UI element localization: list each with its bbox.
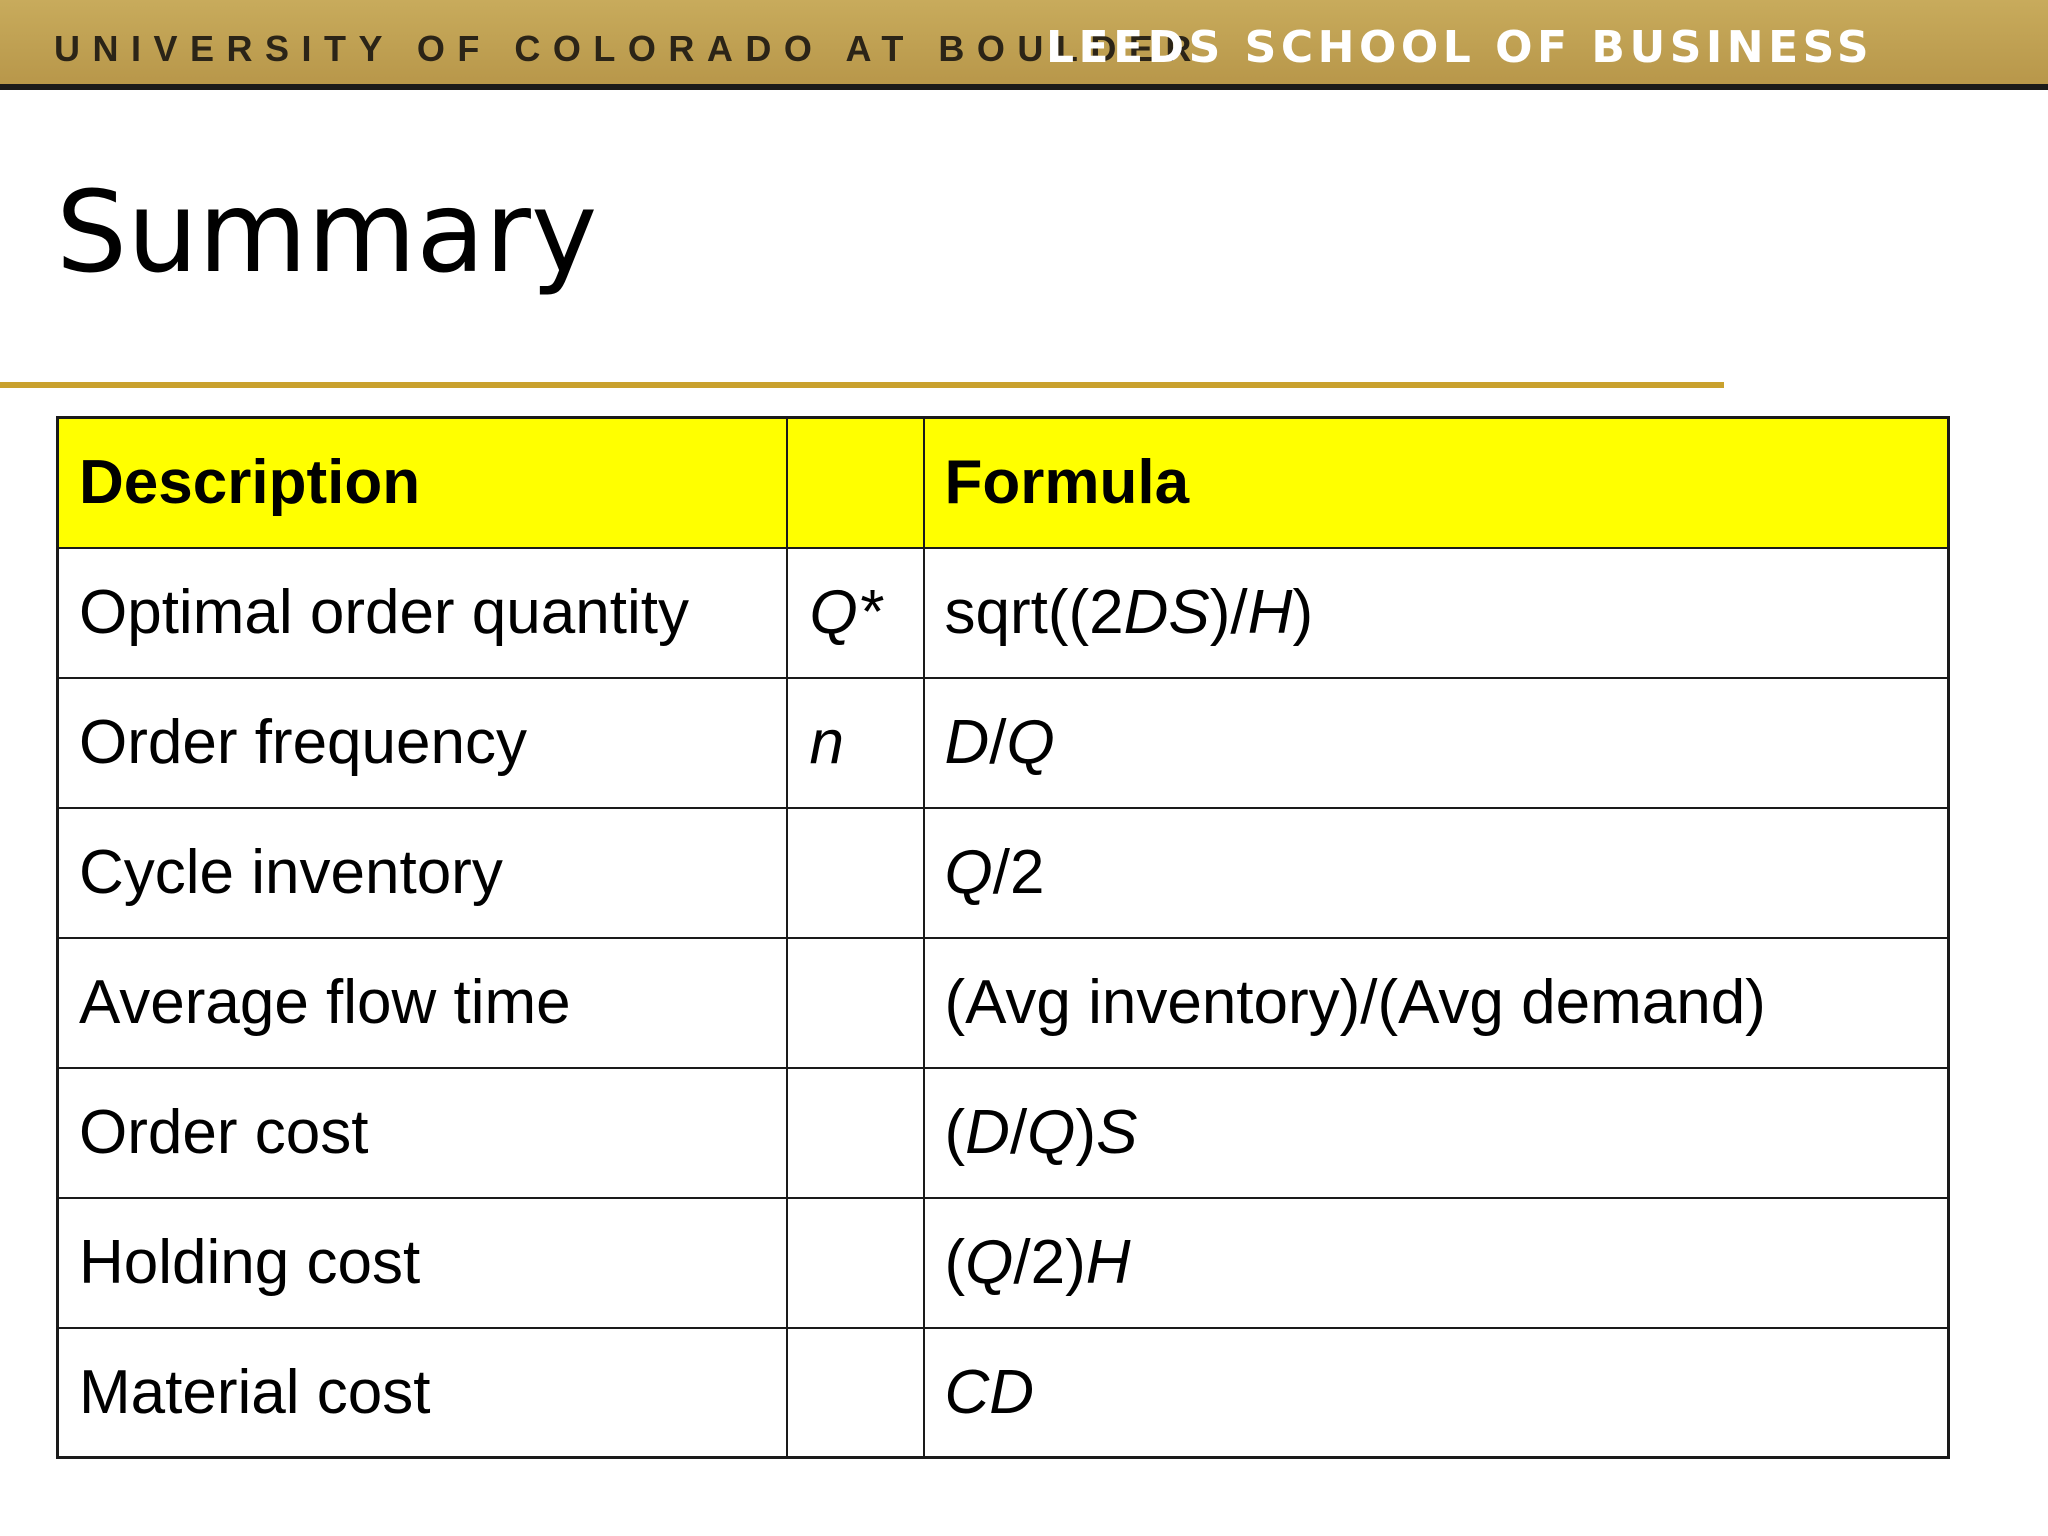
row-formula: sqrt((2DS)/H) bbox=[922, 546, 1950, 679]
formula-segment: H bbox=[1247, 578, 1293, 647]
banner-divider bbox=[0, 84, 2048, 90]
formula-segment: )/ bbox=[1209, 578, 1248, 647]
summary-table: Description Formula Optimal order quanti… bbox=[56, 416, 1950, 1459]
row-formula: (D/Q)S bbox=[922, 1066, 1950, 1199]
formula-segment: Q bbox=[944, 838, 993, 907]
row-description: Order cost bbox=[56, 1066, 788, 1199]
formula-segment: (Avg inventory)/(Avg demand) bbox=[944, 968, 1766, 1037]
formula-segment: Q bbox=[965, 1228, 1014, 1297]
university-name: UNIVERSITY OF COLORADO AT BOULDER bbox=[54, 28, 1204, 69]
formula-segment: CD bbox=[944, 1357, 1035, 1427]
row-description: Material cost bbox=[56, 1326, 788, 1459]
row-formula: (Avg inventory)/(Avg demand) bbox=[922, 936, 1950, 1069]
row-symbol bbox=[785, 806, 925, 939]
header-description: Description bbox=[56, 416, 788, 549]
formula-segment: S bbox=[1096, 1098, 1138, 1167]
row-description: Holding cost bbox=[56, 1196, 788, 1329]
school-name: LEEDS SCHOOL OF BUSINESS bbox=[1046, 22, 1874, 73]
formula-segment: Q bbox=[1027, 1098, 1076, 1167]
row-symbol bbox=[785, 1066, 925, 1199]
row-symbol bbox=[785, 1196, 925, 1329]
formula-segment: Q bbox=[1006, 708, 1055, 777]
row-symbol: n bbox=[785, 676, 925, 809]
formula-segment: ) bbox=[1075, 1098, 1097, 1167]
formula-segment: D bbox=[944, 708, 990, 777]
header-symbol bbox=[785, 416, 925, 549]
formula-segment: /2 bbox=[992, 838, 1045, 907]
row-formula: CD bbox=[922, 1326, 1950, 1459]
table-body: Optimal order quantity Q* sqrt((2DS)/H) Ord… bbox=[56, 546, 1950, 1459]
row-symbol bbox=[785, 1326, 925, 1459]
formula-segment: ) bbox=[1292, 578, 1314, 647]
formula-segment: /2) bbox=[1013, 1228, 1086, 1297]
formula-segment: DS bbox=[1123, 578, 1210, 647]
header-formula: Formula bbox=[922, 416, 1950, 549]
row-symbol-text: n bbox=[809, 708, 844, 777]
row-symbol bbox=[785, 936, 925, 1069]
row-formula: Q/2 bbox=[922, 806, 1950, 939]
row-formula: (Q/2)H bbox=[922, 1196, 1950, 1329]
table-row: Optimal order quantity Q* sqrt((2DS)/H) bbox=[56, 546, 1950, 679]
table-row: Average flow time (Avg inventory)/(Avg de… bbox=[56, 936, 1950, 1069]
row-description: Order frequency bbox=[56, 676, 788, 809]
table-row: Order frequency n D/Q bbox=[56, 676, 1950, 809]
title-divider bbox=[0, 382, 1724, 388]
row-description: Optimal order quantity bbox=[56, 546, 788, 679]
page-title: Summary bbox=[56, 168, 598, 298]
row-description: Cycle inventory bbox=[56, 806, 788, 939]
table-header-row: Description Formula bbox=[56, 416, 1950, 549]
row-symbol: Q* bbox=[785, 546, 925, 679]
header-banner: UNIVERSITY OF COLORADO AT BOULDER LEEDS … bbox=[0, 0, 2048, 84]
formula-segment: / bbox=[1009, 1098, 1028, 1167]
table-row: Material cost CD bbox=[56, 1326, 1950, 1459]
row-description: Average flow time bbox=[56, 936, 788, 1069]
table-row: Cycle inventory Q/2 bbox=[56, 806, 1950, 939]
formula-segment: sqrt((2 bbox=[944, 578, 1124, 647]
row-symbol-text: Q* bbox=[809, 578, 882, 647]
table-row: Order cost (D/Q)S bbox=[56, 1066, 1950, 1199]
table-row: Holding cost (Q/2)H bbox=[56, 1196, 1950, 1329]
formula-segment: H bbox=[1085, 1228, 1131, 1297]
row-formula: D/Q bbox=[922, 676, 1950, 809]
formula-segment: ( bbox=[944, 1098, 966, 1167]
formula-segment: ( bbox=[944, 1228, 966, 1297]
formula-segment: D bbox=[965, 1098, 1010, 1167]
formula-segment: / bbox=[989, 708, 1007, 777]
